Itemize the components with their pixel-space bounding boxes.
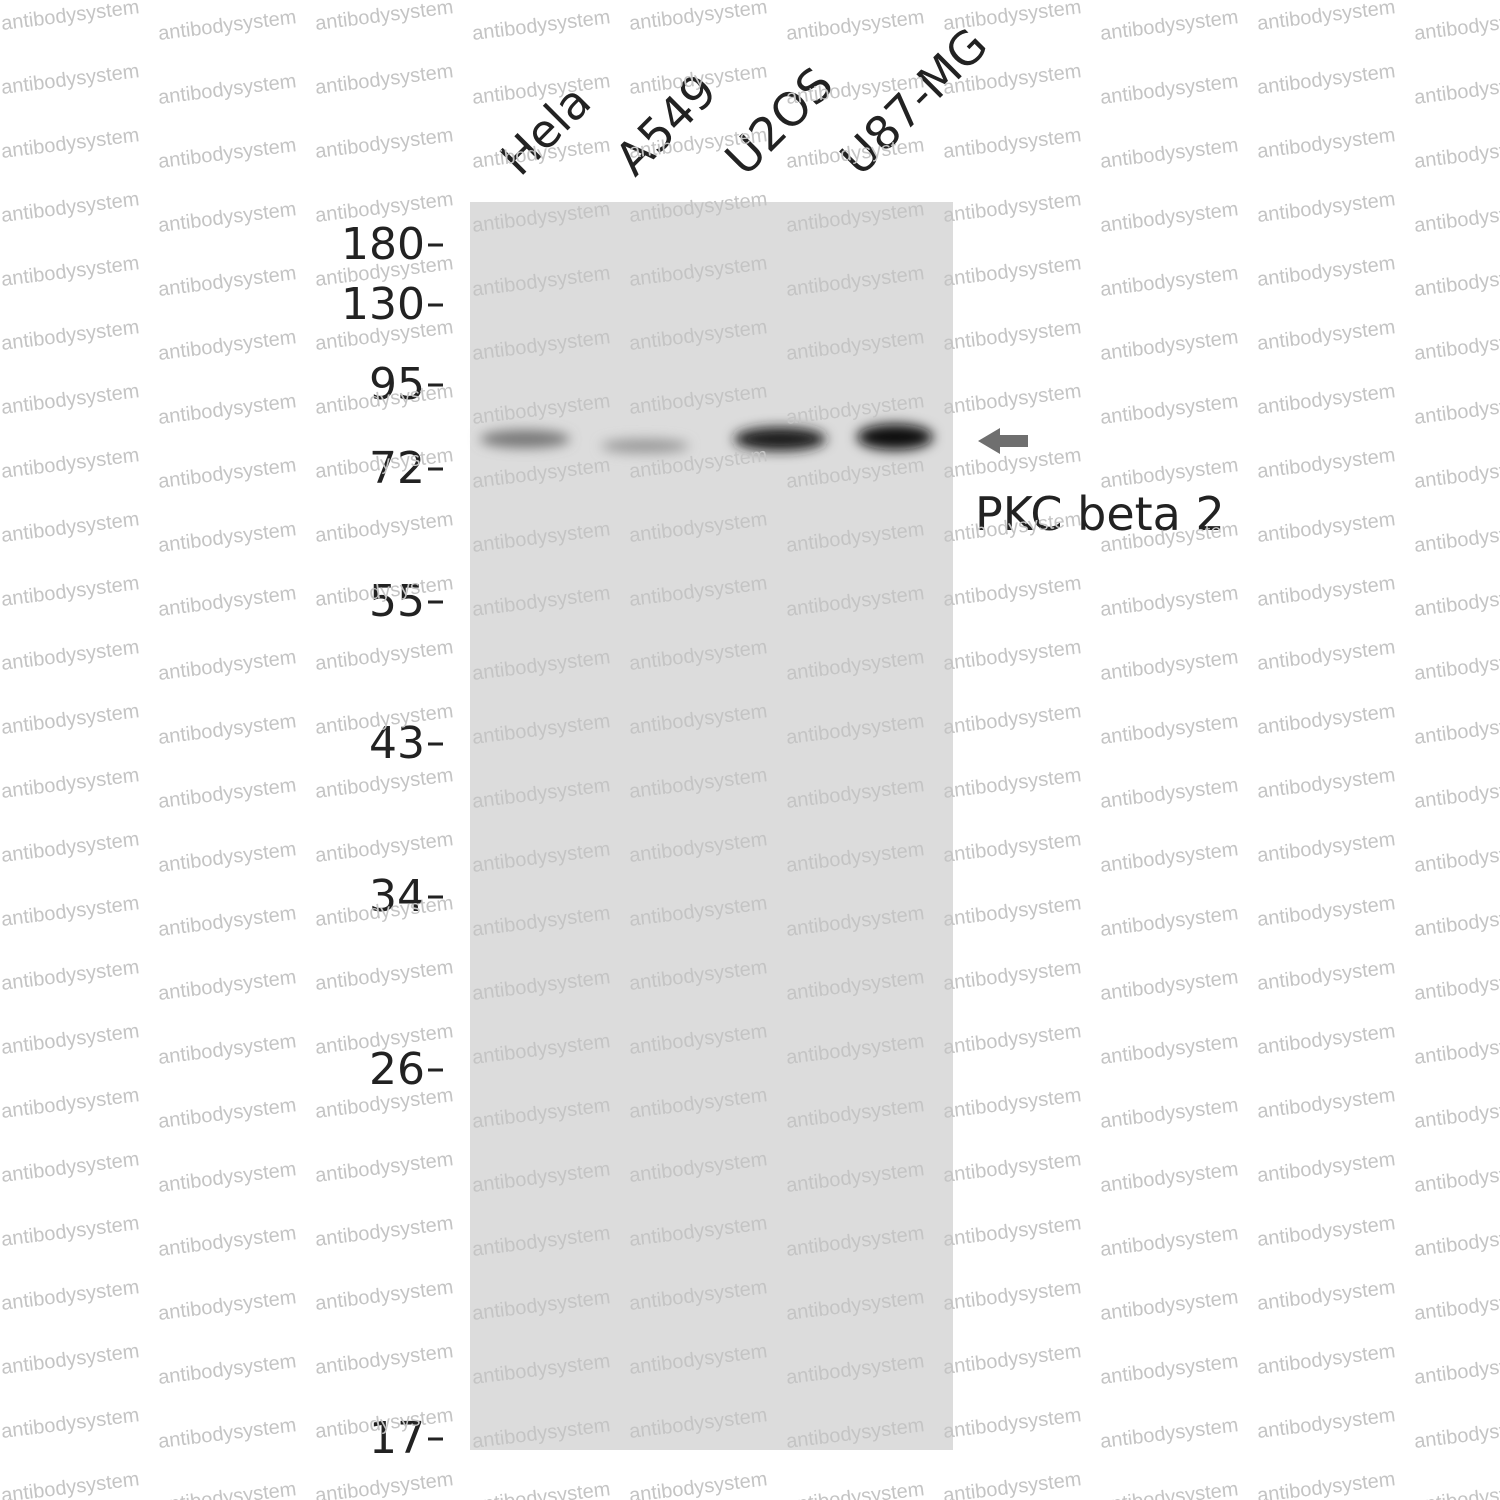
band-arrow [978, 428, 1028, 454]
marker-label: 43 [369, 718, 425, 769]
band [480, 430, 570, 448]
marker-label: 95 [369, 359, 425, 410]
marker-label: 72 [369, 443, 425, 494]
marker-label: 55 [369, 576, 425, 627]
band-label: PKC beta 2 [975, 487, 1225, 541]
marker-label: 180 [341, 219, 425, 270]
blot-membrane [470, 202, 953, 1450]
marker-label: 17 [369, 1413, 425, 1464]
bands [480, 424, 933, 453]
marker-label: 26 [369, 1044, 425, 1095]
band [734, 427, 826, 451]
marker-label: 34 [369, 871, 425, 922]
marker-label: 130 [341, 279, 425, 330]
band [857, 424, 933, 450]
band [601, 439, 689, 453]
marker-labels: 180 130 95 72 55 43 34 26 17 [341, 219, 443, 1464]
